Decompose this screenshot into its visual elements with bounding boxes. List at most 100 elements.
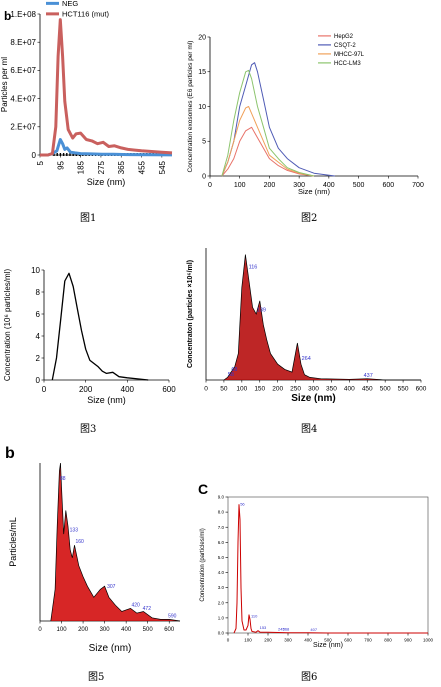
chart-5-x-tick-label: 300	[100, 627, 111, 633]
chart-6-y-tick-label: 2.0	[218, 600, 225, 605]
chart-3-x-label: Size (nm)	[87, 395, 126, 405]
chart-5-peak-label: 88	[60, 476, 66, 482]
chart-5-x-tick-label: 600	[164, 627, 175, 633]
chart-5-x-tick-label: 400	[121, 627, 132, 633]
chart-2-legend-label: MHCC-97L	[334, 52, 365, 58]
chart-6-y-tick-label: 8.0	[218, 510, 225, 515]
chart-6-peak-label: 407	[310, 627, 317, 632]
chart-3-y-tick-label: 8	[36, 288, 41, 297]
chart-6-y-tick-label: 1.0	[218, 615, 225, 620]
chart-5-peak-label: 420	[131, 602, 140, 608]
chart-6-peak-label: 268	[283, 627, 290, 632]
chart-4-peak-label: 139	[257, 307, 266, 313]
chart-1-y-tick-label: 4.E+07	[10, 94, 36, 103]
chart-panel-3: 0 200 400 600 10 8 6 4 2 0 Concentration (10⁶ part…	[0, 250, 186, 415]
chart-4-y-label: Concentraton (particles ×10⁶/ml)	[187, 260, 194, 368]
chart-2-svg: 0 100 200 300 400 500 600 700 20 15 10 5 0 Concentrat…	[187, 34, 424, 196]
chart-4-svg: 0 50 100 150 200 250 300 350 400 450 500 550 600 Conc…	[187, 248, 427, 404]
chart-4-x-tick-label: 550	[398, 386, 409, 393]
chart-2-legend-label: CSQT-2	[334, 43, 356, 49]
chart-2-x-tick-label: 600	[382, 182, 394, 189]
chart-3-x-tick-label: 200	[79, 385, 93, 394]
chart-6-peak-label: 245	[278, 627, 285, 632]
chart-1-x-label: Size (nm)	[87, 177, 126, 187]
chart-6-x-tick-label: 800	[384, 638, 392, 643]
chart-2-x-tick-label: 300	[293, 182, 305, 189]
chart-2-y-tick-label: 20	[198, 34, 206, 41]
chart-1-x-tick-label: 275	[97, 160, 106, 174]
chart-3-x-tick-label: 400	[121, 385, 135, 394]
chart-5-x-tick-label: 200	[78, 627, 89, 633]
chart-2-x-tick-label: 400	[323, 182, 335, 189]
chart-4-series-area	[223, 254, 421, 380]
chart-4-peak-label: 58	[228, 372, 234, 378]
chart-6-panel-letter: C	[198, 481, 208, 497]
chart-3-y-tick-label: 0	[36, 376, 41, 385]
chart-6-x-tick-label: 700	[364, 638, 372, 643]
chart-1-x-tick-label: 185	[77, 160, 86, 174]
chart-6-x-tick-label: 100	[244, 638, 252, 643]
chart-6-x-tick-label: 300	[284, 638, 292, 643]
chart-4-peak-label: 68	[231, 367, 237, 373]
chart-panel-5: b 0 100 200 300 400 500 600 Particles/mL Size (nm…	[0, 440, 186, 662]
chart-1-x-tick-label: 455	[138, 160, 147, 174]
chart-4-x-tick-label: 500	[380, 386, 391, 393]
chart-6-x-tick-label: 0	[227, 638, 230, 643]
chart-3-svg: 0 200 400 600 10 8 6 4 2 0 Concentration (10⁶ part…	[3, 266, 176, 405]
chart-panel-2: 0 100 200 300 400 500 600 700 20 15 10 5 0 Concentrat…	[186, 0, 441, 206]
chart-6-frame	[227, 496, 429, 634]
chart-5-peak-label: 472	[143, 606, 152, 612]
chart-5-peak-label: 133	[70, 527, 79, 533]
chart-6-y-tick-label: 9.0	[218, 495, 225, 500]
chart-6-y-tick-label: 7.0	[218, 525, 225, 530]
chart-6-peak-label: 56	[240, 502, 245, 507]
chart-1-legend-label: HCT116 (mut)	[62, 10, 109, 19]
chart-5-peak-label: 160	[75, 539, 84, 545]
chart-6-y-tick-label: 3.0	[218, 585, 225, 590]
chart-4-x-tick-label: 100	[236, 386, 247, 393]
chart-6-series-1-line	[233, 504, 428, 634]
chart-2-x-tick-label: 500	[353, 182, 365, 189]
chart-4-x-tick-label: 150	[254, 386, 265, 393]
chart-1-x-tick-label: 5	[36, 160, 45, 165]
chart-5-x-label: Size (nm)	[89, 643, 132, 654]
chart-6-x-tick-label: 900	[404, 638, 412, 643]
chart-4-series-line	[223, 254, 421, 381]
chart-6-peak-label: 110	[251, 613, 258, 618]
chart-4-x-tick-label: 300	[308, 386, 319, 393]
chart-6-svg: C 0 100 200 300 400 500 600 700 800 900 1000 9.0 8.0 7…	[198, 481, 434, 649]
chart-5-x-tick-label: 100	[57, 627, 68, 633]
chart-2-y-tick-label: 5	[202, 139, 206, 146]
chart-6-x-tick-label: 600	[344, 638, 352, 643]
chart-6-x-tick-label: 200	[264, 638, 272, 643]
chart-2-series-3-line	[221, 106, 315, 177]
chart-2-series-4-line	[221, 69, 315, 177]
caption-5: 图5	[88, 672, 105, 683]
chart-4-peak-label: 264	[302, 356, 311, 362]
chart-2-x-tick-label: 700	[412, 182, 424, 189]
chart-3-y-tick-label: 6	[36, 310, 41, 319]
chart-1-y-tick-label: 6.E+07	[10, 66, 36, 75]
chart-5-panel-letter: b	[5, 445, 15, 462]
chart-3-y-tick-label: 2	[36, 354, 41, 363]
chart-2-legend-label: HCC-LM3	[334, 61, 361, 67]
chart-2-x-label: Size (nm)	[298, 187, 331, 196]
chart-2-y-tick-label: 0	[202, 173, 206, 180]
chart-1-series-2-line	[40, 18, 173, 157]
chart-2-x-tick-label: 0	[208, 182, 212, 189]
caption-6: 图6	[301, 672, 318, 683]
chart-5-peak-label: 307	[107, 584, 116, 590]
caption-3: 图3	[80, 424, 97, 435]
chart-3-y-tick-label: 10	[31, 266, 40, 275]
chart-6-y-tick-label: 5.0	[218, 555, 225, 560]
caption-1: 图1	[80, 213, 97, 224]
chart-6-x-tick-label: 1000	[423, 638, 434, 643]
chart-3-y-tick-label: 4	[36, 332, 41, 341]
chart-2-series-1-line	[221, 126, 315, 177]
chart-2-y-label: Concentration exosomes (E6 particles per…	[187, 41, 194, 173]
chart-6-y-tick-label: 6.0	[218, 540, 225, 545]
chart-6-y-tick-label: 0.0	[218, 631, 225, 636]
chart-4-x-tick-label: 350	[326, 386, 337, 393]
chart-1-panel-letter: b	[4, 9, 11, 23]
chart-6-y-tick-label: 4.0	[218, 570, 225, 575]
